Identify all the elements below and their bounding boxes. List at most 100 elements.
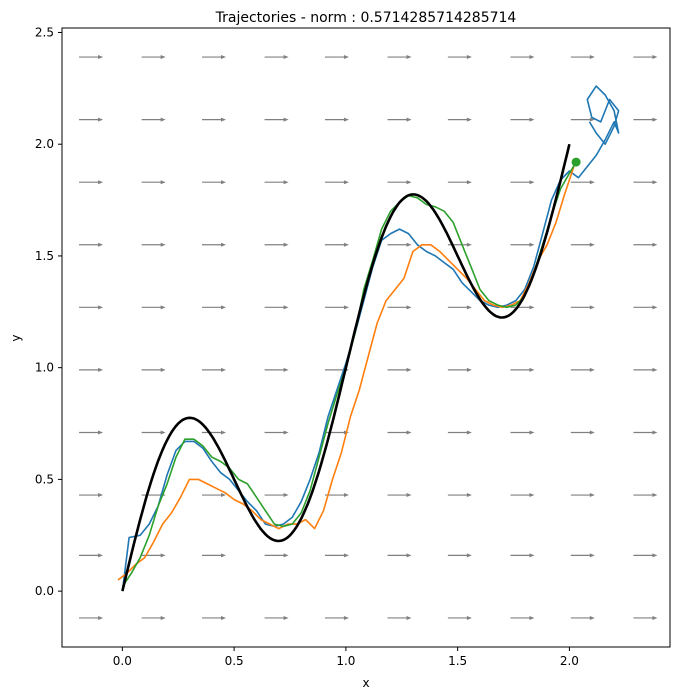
y-tick-label: 0.5 xyxy=(35,472,54,486)
quiver-arrow xyxy=(447,305,472,310)
quiver-arrow xyxy=(202,367,226,372)
quiver-arrow xyxy=(202,117,226,122)
trajectory-series xyxy=(117,85,620,592)
y-tick-label: 0.0 xyxy=(35,584,54,598)
quiver-arrow xyxy=(633,55,658,60)
quiver-arrow xyxy=(387,553,412,558)
quiver-arrow xyxy=(141,180,166,185)
reference-curve-group xyxy=(121,143,571,592)
quiver-arrow xyxy=(387,305,412,310)
y-tick-label: 1.0 xyxy=(35,361,54,375)
quiver-arrow xyxy=(202,615,226,620)
quiver-arrow xyxy=(570,305,595,310)
quiver-arrow xyxy=(570,615,595,620)
x-tick-label: 0.5 xyxy=(225,654,244,668)
quiver-arrow xyxy=(447,430,472,435)
trajectory-line-1 xyxy=(121,85,620,592)
x-axis-label: x xyxy=(362,676,369,690)
quiver-arrow xyxy=(387,55,412,60)
quiver-arrow xyxy=(141,553,166,558)
quiver-arrow xyxy=(510,430,535,435)
quiver-arrow xyxy=(264,430,289,435)
quiver-arrow xyxy=(141,55,166,60)
quiver-arrow xyxy=(324,180,349,185)
quiver-arrow xyxy=(447,367,472,372)
quiver-arrow xyxy=(633,117,658,122)
x-tick-label: 2.0 xyxy=(560,654,579,668)
quiver-arrow xyxy=(570,242,595,247)
quiver-arrow xyxy=(141,242,166,247)
quiver-arrow xyxy=(510,117,535,122)
quiver-arrow xyxy=(79,553,104,558)
quiver-arrow xyxy=(202,553,226,558)
quiver-arrow xyxy=(633,615,658,620)
quiver-arrow xyxy=(510,367,535,372)
y-tick-label: 1.5 xyxy=(35,249,54,263)
quiver-arrow xyxy=(141,615,166,620)
quiver-arrow xyxy=(324,242,349,247)
quiver-arrow xyxy=(79,55,104,60)
quiver-arrow xyxy=(264,55,289,60)
quiver-arrow xyxy=(324,553,349,558)
quiver-arrow xyxy=(510,242,535,247)
quiver-arrow xyxy=(510,180,535,185)
quiver-arrow xyxy=(324,55,349,60)
y-tick-label: 2.0 xyxy=(35,137,54,151)
quiver-arrow xyxy=(141,117,166,122)
quiver-arrow xyxy=(264,553,289,558)
quiver-arrow xyxy=(79,430,104,435)
y-axis: 0.0 0.5 1.0 1.5 2.0 2.5 xyxy=(35,25,62,598)
quiver-arrow xyxy=(79,367,104,372)
quiver-arrow xyxy=(202,493,226,498)
quiver-arrow xyxy=(633,493,658,498)
quiver-arrow xyxy=(447,117,472,122)
quiver-arrow xyxy=(570,430,595,435)
quiver-arrow xyxy=(79,615,104,620)
quiver-arrow xyxy=(633,242,658,247)
quiver-arrow xyxy=(264,305,289,310)
plot-area xyxy=(61,27,671,648)
quiver-arrow xyxy=(447,553,472,558)
quiver-arrow xyxy=(202,55,226,60)
quiver-arrow xyxy=(264,493,289,498)
y-axis-label: y xyxy=(9,334,23,341)
quiver-arrow xyxy=(324,117,349,122)
quiver-arrow xyxy=(510,305,535,310)
quiver-arrow xyxy=(264,180,289,185)
quiver-arrow xyxy=(387,180,412,185)
quiver-field xyxy=(79,55,658,620)
quiver-arrow xyxy=(447,180,472,185)
quiver-arrow xyxy=(79,180,104,185)
quiver-arrow xyxy=(264,615,289,620)
x-tick-label: 1.0 xyxy=(336,654,355,668)
quiver-arrow xyxy=(570,367,595,372)
quiver-arrow xyxy=(79,305,104,310)
quiver-arrow xyxy=(447,615,472,620)
quiver-arrow xyxy=(324,615,349,620)
quiver-arrow xyxy=(324,305,349,310)
quiver-arrow xyxy=(202,305,226,310)
trajectory-line-2 xyxy=(117,166,575,581)
quiver-arrow xyxy=(570,117,595,122)
quiver-arrow xyxy=(79,242,104,247)
quiver-arrow xyxy=(633,367,658,372)
quiver-arrow xyxy=(570,553,595,558)
x-tick-label: 0.0 xyxy=(113,654,132,668)
chart-title: Trajectories - norm : 0.5714285714285714 xyxy=(215,10,517,26)
quiver-arrow xyxy=(387,117,412,122)
quiver-arrow xyxy=(633,430,658,435)
quiver-arrow xyxy=(447,55,472,60)
quiver-arrow xyxy=(79,117,104,122)
quiver-arrow xyxy=(141,305,166,310)
quiver-arrow xyxy=(387,242,412,247)
quiver-arrow xyxy=(570,180,595,185)
reference-curve xyxy=(121,143,571,592)
quiver-arrow xyxy=(510,553,535,558)
quiver-arrow xyxy=(570,493,595,498)
quiver-arrow xyxy=(510,615,535,620)
quiver-arrow xyxy=(141,430,166,435)
quiver-arrow xyxy=(264,242,289,247)
quiver-arrow xyxy=(264,117,289,122)
quiver-arrow xyxy=(141,367,166,372)
